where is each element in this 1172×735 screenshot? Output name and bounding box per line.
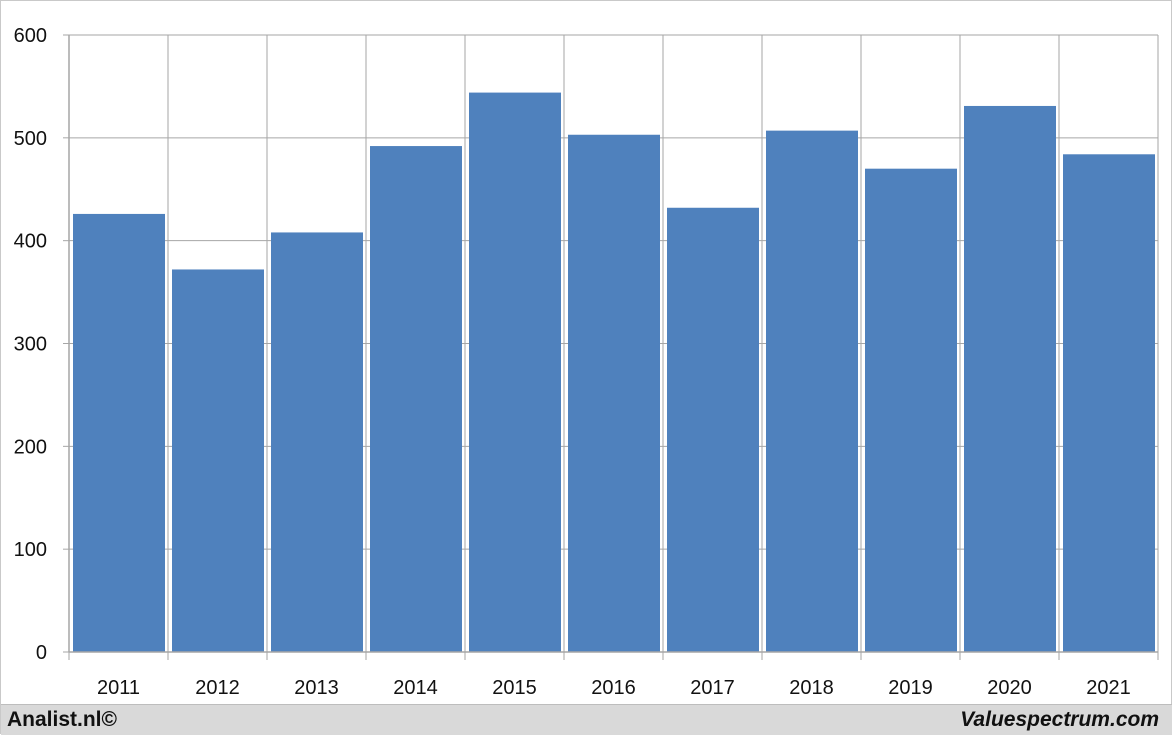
analist-credit: Analist.nl© (7, 708, 117, 731)
y-tick-label: 400 (14, 231, 47, 253)
y-tick-label: 300 (14, 334, 47, 356)
bar-2013 (271, 232, 363, 652)
bar-2015 (469, 92, 561, 652)
x-tick-label: 2020 (987, 677, 1032, 699)
y-tick-label: 200 (14, 436, 47, 458)
x-tick-label: 2011 (97, 677, 140, 699)
bar-2011 (73, 213, 165, 652)
bar-2014 (370, 146, 462, 652)
bar-chart: 0 100 200 300 400 500 600 2011 2012 2013 2014 2015 2… (14, 25, 1159, 699)
bar-2017 (667, 207, 759, 652)
bar-2019 (865, 168, 957, 652)
bar-2018 (766, 130, 858, 652)
x-tick-label: 2012 (195, 677, 240, 699)
y-tick-label: 600 (14, 25, 47, 47)
x-tick-label: 2021 (1086, 677, 1131, 699)
y-tick-label: 0 (36, 642, 47, 664)
bar-2012 (172, 269, 264, 652)
x-tick-label: 2014 (393, 677, 438, 699)
y-tick-label: 100 (14, 539, 47, 561)
x-tick-label: 2019 (888, 677, 933, 699)
footer-bar: Analist.nl© Valuespectrum.com (1, 704, 1172, 735)
bar-2016 (568, 134, 660, 652)
x-tick-label: 2016 (591, 677, 636, 699)
x-tick-label: 2015 (492, 677, 537, 699)
x-tick-label: 2017 (690, 677, 735, 699)
valuespectrum-credit: Valuespectrum.com (960, 708, 1159, 731)
bar-layer (73, 92, 1155, 652)
x-tick-label: 2013 (294, 677, 339, 699)
x-tick-label: 2018 (789, 677, 834, 699)
bar-2020 (964, 105, 1056, 652)
axis-layer (63, 34, 1158, 653)
label-layer: 0 100 200 300 400 500 600 2011 2012 2013 2014 2015 2… (14, 25, 1131, 699)
bar-2021 (1063, 154, 1155, 652)
y-tick-label: 500 (14, 128, 47, 150)
